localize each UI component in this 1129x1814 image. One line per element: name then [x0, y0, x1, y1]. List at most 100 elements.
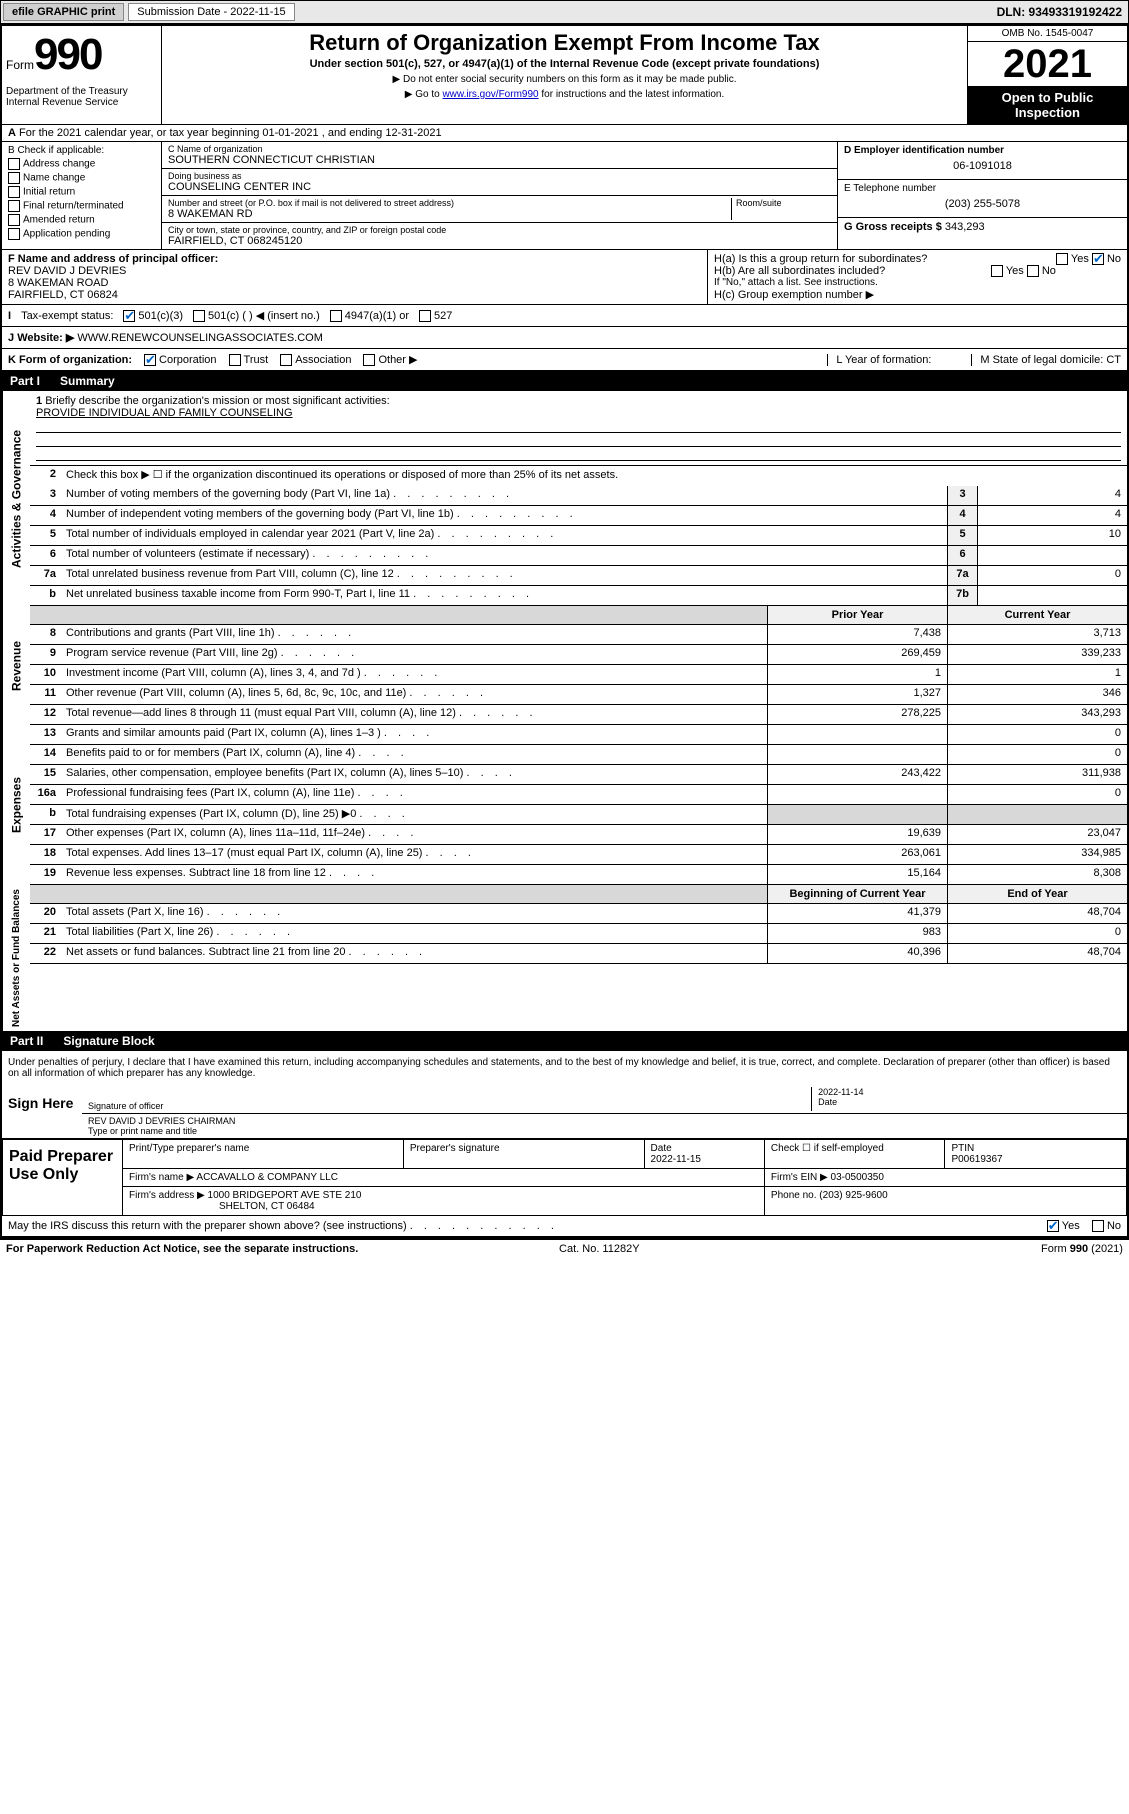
current-value: 23,047: [947, 825, 1127, 844]
irs-link[interactable]: www.irs.gov/Form990: [442, 89, 538, 100]
current-value: 311,938: [947, 765, 1127, 784]
ha-label: H(a) Is this a group return for subordin…: [714, 253, 927, 265]
may-discuss-row: May the IRS discuss this return with the…: [2, 1216, 1127, 1237]
net-header: Beginning of Current Year End of Year: [30, 885, 1127, 904]
ptin-label: PTIN: [951, 1143, 974, 1154]
cb-name-change[interactable]: Name change: [8, 172, 155, 184]
current-value: 0: [947, 725, 1127, 744]
dba-label: Doing business as: [168, 171, 831, 181]
net-assets-section: Net Assets or Fund Balances Beginning of…: [2, 885, 1127, 1031]
prior-value: 1: [767, 665, 947, 684]
prior-value: 1,327: [767, 685, 947, 704]
line2: 2 Check this box ▶ ☐ if the organization…: [30, 466, 1127, 486]
website-label: Website: ▶: [17, 331, 74, 344]
row-f-h: F Name and address of principal officer:…: [2, 250, 1127, 305]
line-desc: Net assets or fund balances. Subtract li…: [62, 944, 767, 963]
d-value: 06-1091018: [844, 156, 1121, 176]
line-desc: Professional fundraising fees (Part IX, …: [62, 785, 767, 804]
cb-initial-return[interactable]: Initial return: [8, 186, 155, 198]
activities-governance-section: Activities & Governance 1 Briefly descri…: [2, 391, 1127, 606]
exp-line-18: 18 Total expenses. Add lines 13–17 (must…: [30, 845, 1127, 865]
city-value: FAIRFIELD, CT 068245120: [168, 235, 831, 247]
label-a: A: [8, 127, 16, 139]
c-value: SOUTHERN CONNECTICUT CHRISTIAN: [168, 154, 831, 166]
line-box: 7a: [947, 566, 977, 585]
dln-label: DLN: 93493319192422: [997, 5, 1128, 19]
line-desc: Salaries, other compensation, employee b…: [62, 765, 767, 784]
prior-value: 269,459: [767, 645, 947, 664]
prior-value: [767, 725, 947, 744]
line-value: 4: [977, 486, 1127, 505]
prep-line2: Firm's name ▶ ACCAVALLO & COMPANY LLC Fi…: [123, 1169, 1126, 1187]
may-discuss-text: May the IRS discuss this return with the…: [8, 1220, 407, 1232]
cb-527[interactable]: 527: [419, 310, 452, 322]
line-box: 6: [947, 546, 977, 565]
open-public-badge: Open to Public Inspection: [968, 86, 1127, 124]
cb-final-return[interactable]: Final return/terminated: [8, 200, 155, 212]
line-num: 22: [30, 944, 62, 963]
line-desc: Total expenses. Add lines 13–17 (must eq…: [62, 845, 767, 864]
note2-pre: ▶ Go to: [405, 89, 443, 100]
col-d-e-g: D Employer identification number 06-1091…: [837, 142, 1127, 249]
sig-officer-label: Signature of officer: [88, 1101, 163, 1111]
firm-name-value: ACCAVALLO & COMPANY LLC: [196, 1172, 338, 1183]
tax-year: 2021: [968, 42, 1127, 86]
net-line-21: 21 Total liabilities (Part X, line 26) .…: [30, 924, 1127, 944]
m-state-domicile: M State of legal domicile: CT: [971, 354, 1121, 366]
hdr-beginning: Beginning of Current Year: [767, 885, 947, 903]
line-desc: Total liabilities (Part X, line 26) . . …: [62, 924, 767, 943]
d-label: D Employer identification number: [844, 145, 1121, 156]
cb-address-change[interactable]: Address change: [8, 158, 155, 170]
cb-trust[interactable]: Trust: [229, 354, 269, 366]
line-num: 10: [30, 665, 62, 684]
form-title: Return of Organization Exempt From Incom…: [170, 30, 959, 56]
footer-left: For Paperwork Reduction Act Notice, see …: [6, 1243, 358, 1255]
officer-name: REV DAVID J DEVRIES CHAIRMAN: [88, 1116, 811, 1126]
line-num: 18: [30, 845, 62, 864]
line-value: [977, 586, 1127, 605]
penalties-text: Under penalties of perjury, I declare th…: [2, 1051, 1127, 1085]
line-num: 14: [30, 745, 62, 764]
exp-line-13: 13 Grants and similar amounts paid (Part…: [30, 725, 1127, 745]
cb-501c3[interactable]: 501(c)(3): [123, 310, 183, 322]
room-label: Room/suite: [736, 198, 831, 208]
line-num: 4: [30, 506, 62, 525]
begin-value: 983: [767, 924, 947, 943]
row-i-tax-status: I Tax-exempt status: 501(c)(3) 501(c) ( …: [2, 305, 1127, 327]
exp-line-14: 14 Benefits paid to or for members (Part…: [30, 745, 1127, 765]
efile-print-button[interactable]: efile GRAPHIC print: [3, 3, 124, 21]
cb-corporation[interactable]: Corporation: [144, 354, 216, 366]
street-cell: Number and street (or P.O. box if mail i…: [162, 196, 837, 223]
prep-sig-label: Preparer's signature: [404, 1140, 645, 1168]
line-desc: Other revenue (Part VIII, column (A), li…: [62, 685, 767, 704]
expenses-section: Expenses 13 Grants and similar amounts p…: [2, 725, 1127, 885]
ha-row: H(a) Is this a group return for subordin…: [714, 253, 1121, 265]
line-num: 21: [30, 924, 62, 943]
form-990-container: Form 990 Department of the Treasury Inte…: [0, 24, 1129, 1239]
paid-preparer-label: Paid Preparer Use Only: [3, 1140, 123, 1215]
cb-association[interactable]: Association: [280, 354, 351, 366]
cb-application-pending[interactable]: Application pending: [8, 228, 155, 240]
line-desc: Investment income (Part VIII, column (A)…: [62, 665, 767, 684]
gov-line-4: 4 Number of independent voting members o…: [30, 506, 1127, 526]
cb-501c[interactable]: 501(c) ( ) ◀ (insert no.): [193, 309, 320, 322]
prep-selfemployed: Check ☐ if self-employed: [765, 1140, 946, 1168]
f-addr1: 8 WAKEMAN ROAD: [8, 277, 108, 289]
hb-label: H(b) Are all subordinates included?: [714, 265, 885, 277]
form-subtitle: Under section 501(c), 527, or 4947(a)(1)…: [170, 58, 959, 70]
cb-amended-return[interactable]: Amended return: [8, 214, 155, 226]
cb-other[interactable]: Other ▶: [363, 353, 417, 366]
cb-4947[interactable]: 4947(a)(1) or: [330, 310, 409, 322]
line-num: b: [30, 586, 62, 605]
line-box: 3: [947, 486, 977, 505]
cb-discuss-no[interactable]: [1092, 1220, 1104, 1232]
officer-name-label: Type or print name and title: [88, 1126, 197, 1136]
line-num: 19: [30, 865, 62, 884]
gov-line-7a: 7a Total unrelated business revenue from…: [30, 566, 1127, 586]
line-desc: Revenue less expenses. Subtract line 18 …: [62, 865, 767, 884]
cb-discuss-yes[interactable]: [1047, 1220, 1059, 1232]
exp-line-15: 15 Salaries, other compensation, employe…: [30, 765, 1127, 785]
org-name-cell: C Name of organization SOUTHERN CONNECTI…: [162, 142, 837, 169]
g-label: G Gross receipts $: [844, 221, 942, 233]
i-label: I: [8, 310, 11, 322]
